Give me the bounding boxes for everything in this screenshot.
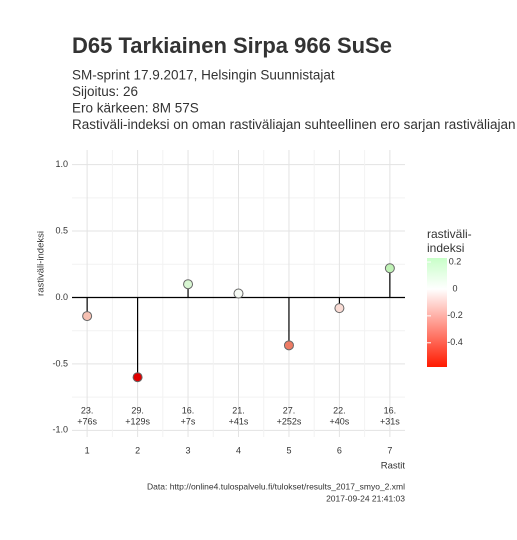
colorbar <box>427 258 447 367</box>
point-label: 16. <box>384 405 397 415</box>
y-axis-label: rastiväli-indeksi <box>36 231 47 296</box>
y-tick-label: -1.0 <box>52 425 68 435</box>
point-label: 16. <box>182 405 195 415</box>
legend-tick-label: 0 <box>452 283 457 293</box>
x-tick-label: 7 <box>387 445 392 455</box>
x-tick-label: 1 <box>85 445 90 455</box>
subtitle: Rastiväli-indeksi on oman rastiväliajan … <box>72 117 517 132</box>
x-tick-label: 6 <box>337 445 342 455</box>
point-label: 29. <box>131 405 144 415</box>
point-label: 23. <box>81 405 94 415</box>
x-axis-label: Rastit <box>381 461 406 472</box>
point-label: 27. <box>283 405 296 415</box>
point-label: +76s <box>77 416 97 426</box>
legend-tick-label: -0.4 <box>447 337 463 347</box>
legend-tick-label: -0.2 <box>447 310 463 320</box>
x-tick-label: 2 <box>135 445 140 455</box>
point-label: +40s <box>330 416 350 426</box>
point <box>283 340 294 351</box>
chart-title: D65 Tarkiainen Sirpa 966 SuSe <box>72 33 392 58</box>
subtitle: SM-sprint 17.9.2017, Helsingin Suunnista… <box>72 68 335 83</box>
point-label: 21. <box>232 405 245 415</box>
caption: 2017-09-24 21:41:03 <box>326 493 405 503</box>
subtitle: Ero kärkeen: 8M 57S <box>72 101 199 116</box>
point <box>233 288 244 299</box>
point-label: 22. <box>333 405 346 415</box>
legend-title: indeksi <box>427 241 464 255</box>
point <box>334 303 345 314</box>
y-tick-label: 0.0 <box>55 292 68 302</box>
point-label: +7s <box>181 416 196 426</box>
point <box>183 279 194 290</box>
point-label: +252s <box>277 416 302 426</box>
caption: Data: http://online4.tulospalvelu.fi/tul… <box>147 481 405 491</box>
x-tick-label: 5 <box>286 445 291 455</box>
point <box>384 263 395 274</box>
y-tick-label: -0.5 <box>52 358 68 368</box>
y-tick-label: 0.5 <box>55 225 68 235</box>
point <box>82 311 93 322</box>
subtitle: Sijoitus: 26 <box>72 84 138 99</box>
x-tick-label: 4 <box>236 445 241 455</box>
x-tick-label: 3 <box>186 445 191 455</box>
legend-tick-label: 0.2 <box>449 256 462 266</box>
legend-title: rastiväli- <box>427 227 472 241</box>
y-tick-label: 1.0 <box>55 159 68 169</box>
point-label: +31s <box>380 416 400 426</box>
point <box>132 372 143 383</box>
point-label: +41s <box>229 416 249 426</box>
point-label: +129s <box>125 416 150 426</box>
